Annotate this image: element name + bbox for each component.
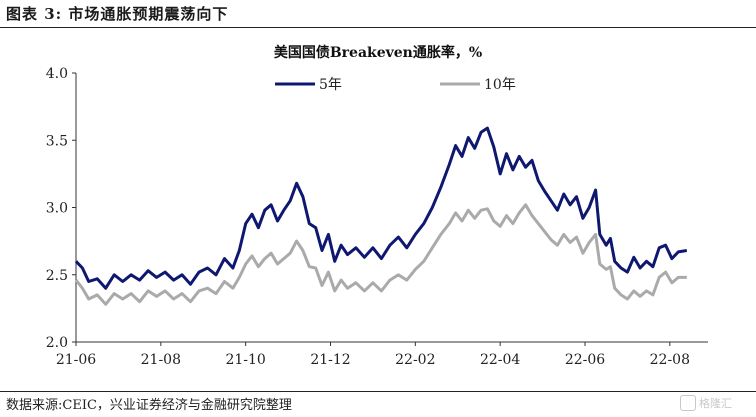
- x-tick-label: 21-06: [56, 352, 96, 368]
- x-tick-label: 21-10: [225, 352, 265, 368]
- series-line-10y: [74, 203, 687, 306]
- y-tick-label: 3.0: [46, 201, 68, 217]
- x-tick-label: 22-08: [650, 352, 690, 368]
- series-line-5y: [74, 126, 688, 290]
- watermark-logo-icon: [680, 395, 696, 411]
- watermark-text: 格隆汇: [699, 397, 732, 410]
- x-tick-label: 21-12: [310, 352, 350, 368]
- y-tick-label: 3.5: [46, 133, 68, 149]
- line-chart: 2.0 2.5 3.0 3.5 4.0 21-06 21-08 21-10 21-12 22-02…: [46, 66, 708, 368]
- title-divider: [0, 27, 756, 28]
- watermark: 格隆汇: [680, 394, 750, 412]
- source-note: 数据来源: CEIC，兴业证券经济与金融研究院整理: [6, 394, 292, 413]
- x-tick-label: 22-02: [395, 352, 435, 368]
- legend-item-5y-label: 5年: [319, 77, 342, 93]
- chart-axes: 2.0 2.5 3.0 3.5 4.0 21-06 21-08 21-10 21-12 22-02…: [46, 66, 708, 368]
- chart-series-layer: [74, 126, 688, 306]
- x-tick-label: 21-08: [141, 352, 181, 368]
- y-tick-label: 2.5: [46, 268, 68, 284]
- source-divider: [0, 391, 756, 392]
- source-label: 数据来源:: [6, 398, 63, 413]
- x-tick-label: 22-04: [480, 352, 520, 368]
- figure-title: 图表 3: 市场通胀预期震荡向下: [6, 5, 229, 23]
- y-tick-label: 4.0: [46, 66, 68, 82]
- chart-legend: 5年 10年: [275, 77, 516, 93]
- y-tick-label: 2.0: [46, 335, 68, 351]
- x-tick-label: 22-06: [565, 352, 605, 368]
- source-text: CEIC，兴业证券经济与金融研究院整理: [62, 398, 292, 413]
- chart-title: 美国国债Breakeven通胀率，%: [273, 45, 483, 61]
- legend-item-10y-label: 10年: [484, 77, 516, 93]
